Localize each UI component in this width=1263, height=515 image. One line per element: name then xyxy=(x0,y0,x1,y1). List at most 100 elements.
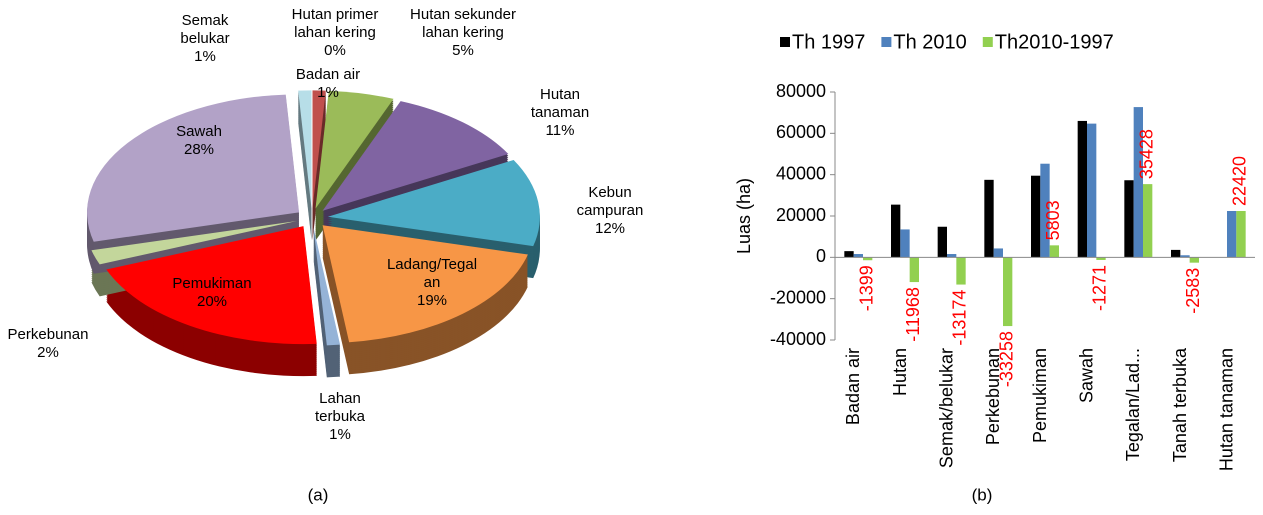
bar xyxy=(956,257,966,285)
slice-percent: 5% xyxy=(452,42,474,59)
slice-label: Sawah 28% xyxy=(164,123,234,159)
slice-percent: 2% xyxy=(37,344,59,361)
bar xyxy=(1236,210,1246,258)
bar xyxy=(937,226,947,258)
slice-label: Hutan sekunder lahan kering 5% xyxy=(408,6,518,60)
legend-label: Th 2010 xyxy=(893,31,966,53)
caption: (b) xyxy=(972,485,993,504)
bar xyxy=(1087,123,1097,258)
slice-category: Kebun campuran xyxy=(576,184,644,219)
legend-swatch xyxy=(780,37,790,47)
bar xyxy=(909,257,919,283)
data-label: -33258 xyxy=(996,331,1016,387)
legend-swatch xyxy=(881,37,892,47)
y-tick-label: 60000 xyxy=(776,122,826,142)
bar xyxy=(1189,257,1199,263)
bar xyxy=(1031,175,1041,258)
bar xyxy=(947,254,957,258)
bar xyxy=(1124,180,1134,258)
slice xyxy=(87,94,300,242)
data-label: 22420 xyxy=(1230,156,1250,206)
data-label: -13174 xyxy=(950,290,970,346)
bar xyxy=(1040,163,1050,258)
slice-percent: 1% xyxy=(194,48,216,65)
slice-percent: 20% xyxy=(196,293,228,310)
bar xyxy=(1171,249,1181,258)
legend-swatch xyxy=(982,37,993,47)
y-tick-label: -40000 xyxy=(770,329,826,349)
x-tick-label: Semak/belukar xyxy=(936,348,956,468)
data-label: -11968 xyxy=(903,287,923,342)
bar xyxy=(1143,184,1153,258)
x-tick-label: Hutan tanaman xyxy=(1216,348,1236,471)
slice-category: Pemukiman xyxy=(172,275,252,292)
slice-percent: 11% xyxy=(545,122,575,139)
slice-label: Hutan tanaman 11% xyxy=(520,86,600,140)
x-tick-label: Hutan xyxy=(890,348,910,396)
x-tick-label: Perkebunan xyxy=(983,348,1003,445)
slice-percent: 12% xyxy=(594,220,626,237)
slice-label: Badan air 1% xyxy=(288,66,368,102)
x-tick-label: Tegalan/Lad... xyxy=(1123,348,1143,461)
slice-category: Hutan primer lahan kering xyxy=(291,6,379,41)
y-tick-label: -20000 xyxy=(770,287,826,307)
data-label: 35428 xyxy=(1136,129,1156,179)
slice-category: Semak belukar xyxy=(180,12,230,47)
bar xyxy=(1077,120,1087,258)
slice-label: Hutan primer lahan kering 0% xyxy=(275,6,395,60)
x-tick-label: Sawah xyxy=(1076,348,1096,403)
legend-label: Th 1997 xyxy=(792,31,865,53)
data-label: 5803 xyxy=(1043,200,1063,240)
bar xyxy=(844,251,854,258)
slice-percent: 28% xyxy=(183,141,215,158)
x-tick-label: Tanah terbuka xyxy=(1170,347,1190,462)
slice xyxy=(312,90,326,209)
slice xyxy=(315,90,394,209)
caption: (a) xyxy=(308,485,329,504)
slice xyxy=(322,101,509,211)
slice xyxy=(327,159,540,247)
y-tick-label: 0 xyxy=(816,246,826,266)
bar xyxy=(1180,255,1190,258)
slice xyxy=(322,225,528,343)
slice-label: Semak belukar 1% xyxy=(170,12,240,66)
bar xyxy=(984,179,994,258)
bar xyxy=(1227,210,1237,258)
slice-label: Kebun campuran 12% xyxy=(570,184,650,238)
bar xyxy=(993,248,1003,258)
bar xyxy=(1096,257,1106,260)
slice-label: Pemukiman 20% xyxy=(162,275,262,311)
y-tick-label: 40000 xyxy=(776,163,826,183)
bar xyxy=(1133,107,1143,258)
data-label: -1399 xyxy=(856,265,876,311)
slice-label: Perkebunan 2% xyxy=(0,326,98,362)
slice-category: Lahan terbuka xyxy=(314,390,366,425)
bar xyxy=(900,229,910,258)
y-axis-title: Luas (ha) xyxy=(734,178,754,254)
data-label: -1271 xyxy=(1090,265,1110,311)
slice-category: Ladang/Tegalan xyxy=(386,256,478,291)
slice-category: Hutan tanaman xyxy=(530,86,590,121)
bar xyxy=(891,204,901,258)
slice-category: Badan air xyxy=(295,66,361,83)
bar xyxy=(853,254,863,258)
slice xyxy=(106,226,317,345)
slice-category: Perkebunan xyxy=(7,326,89,343)
slice xyxy=(313,227,341,346)
bar xyxy=(1003,257,1013,327)
slice-percent: 1% xyxy=(317,84,339,101)
x-tick-label: Pemukiman xyxy=(1030,348,1050,443)
slice-label: Ladang/Tegalan 19% xyxy=(386,256,478,310)
data-label: -2583 xyxy=(1183,268,1203,314)
slice-percent: 19% xyxy=(416,292,448,309)
slice-percent: 1% xyxy=(329,426,351,443)
bar xyxy=(863,257,873,261)
x-tick-label: Badan air xyxy=(843,348,863,425)
slice-category: Hutan sekunder lahan kering xyxy=(410,6,516,41)
slice-label: Lahan terbuka 1% xyxy=(305,390,375,444)
slice xyxy=(298,90,312,209)
slice-percent: 0% xyxy=(324,42,346,59)
legend-label: Th2010-1997 xyxy=(995,31,1114,53)
